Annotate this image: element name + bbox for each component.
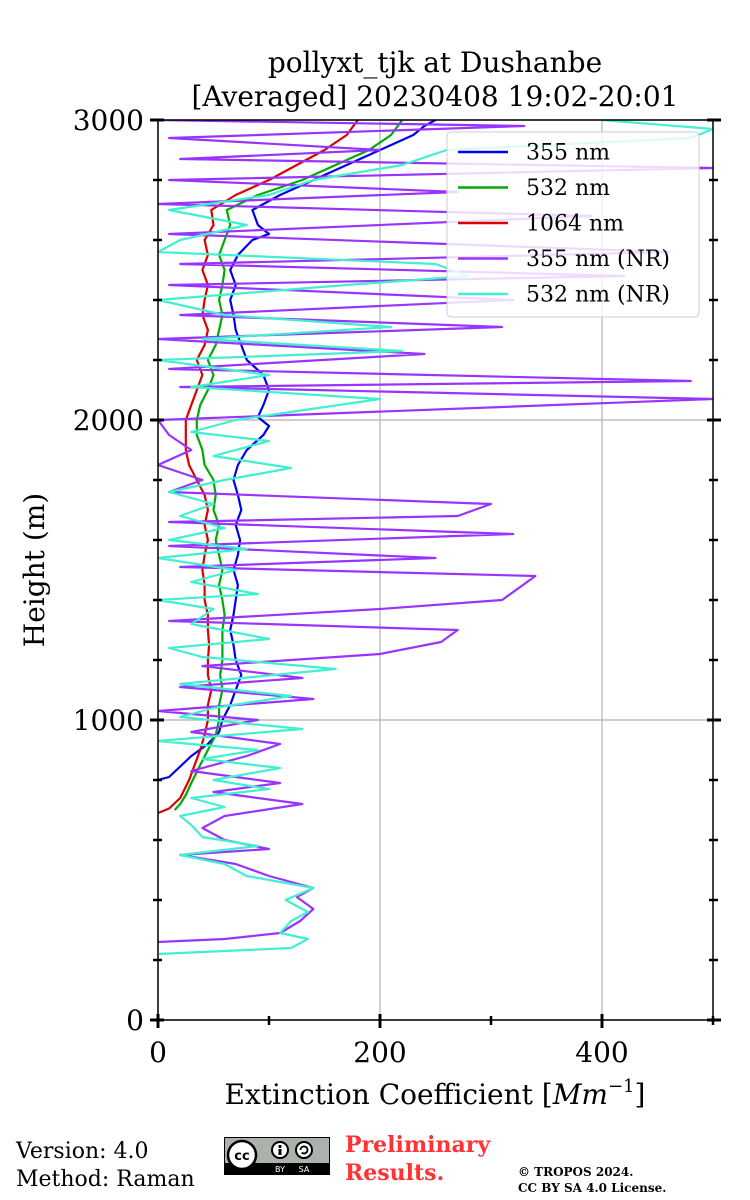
y-tick-label: 3000 [73,104,144,137]
chart-title-line2: [Averaged] 20230408 19:02-20:01 [192,80,679,113]
footer-info: Version: 4.0 Method: Raman [16,1138,195,1194]
legend-label: 355 nm (NR) [526,247,670,272]
y-tick-label: 2000 [73,404,144,437]
svg-text:BY: BY [275,1165,285,1174]
y-tick-label: 1000 [73,704,144,737]
y-axis-label: Height (m) [18,493,51,647]
legend-label: 532 nm (NR) [526,283,670,308]
cc-license-badge: cc BY SA [224,1137,330,1175]
plot-frame [157,119,714,1021]
x-tick-label: 0 [149,1036,167,1069]
legend-label: 355 nm [526,141,610,166]
x-tick-label: 400 [575,1036,628,1069]
copyright-note: © TROPOS 2024. CC BY SA 4.0 License. [518,1165,667,1195]
x-axis-label: Extinction Coefficient [Mm−1] [225,1076,646,1111]
series-line-355-nm [158,120,437,782]
method-text: Method: Raman [16,1167,195,1192]
version-text: Version: 4.0 [16,1139,149,1164]
preliminary-results-note: Preliminary Results. [345,1132,491,1186]
x-tick-label: 200 [353,1036,406,1069]
y-tick-label: 0 [126,1004,144,1037]
extinction-chart: pollyxt_tjk at Dushanbe [Averaged] 20230… [18,46,721,1111]
sa-icon [295,1141,313,1159]
legend-label: 1064 nm [526,212,624,237]
axis-ticks: 0 1000 2000 3000 0 200 400 [73,104,721,1069]
legend: 355 nm 532 nm 1064 nm 355 nm (NR) 532 nm (NR… [446,131,700,318]
cc-icon [226,1139,258,1171]
legend-label: 532 nm [526,176,610,201]
legend-box [446,131,700,318]
svg-text:cc: cc [234,1149,249,1164]
svg-text:SA: SA [299,1165,310,1174]
chart-title-line1: pollyxt_tjk at Dushanbe [268,46,602,79]
